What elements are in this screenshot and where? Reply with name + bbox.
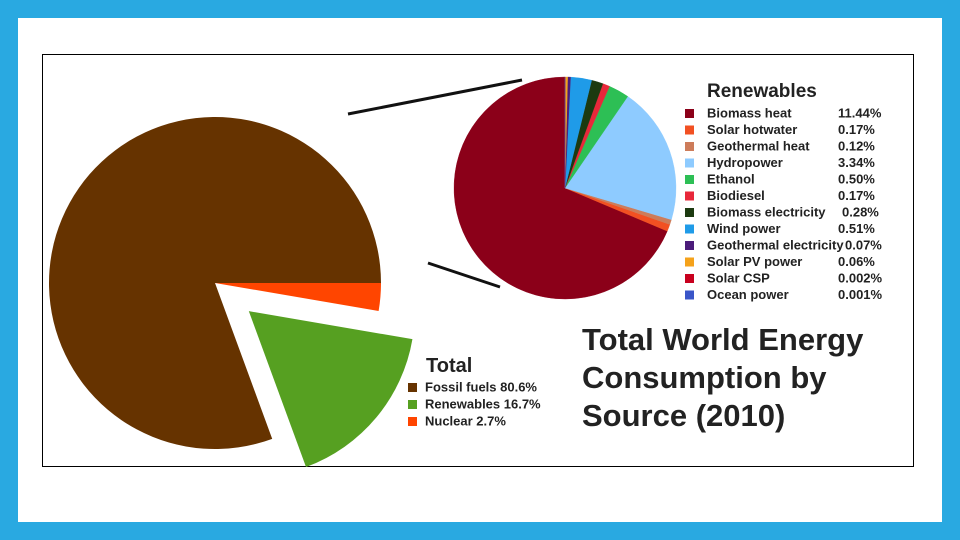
- legend-label-solar-csp: Solar CSP: [707, 271, 770, 286]
- renewables-legend: Renewables Biomass heat 11.44% Solar hotwat…: [685, 81, 883, 302]
- connector-line-top: [347, 78, 523, 116]
- legend-label-biomass-heat: Biomass heat: [707, 106, 792, 121]
- legend-label-hydropower: Hydropower: [707, 155, 783, 170]
- legend-label-wind-power: Wind power: [707, 221, 781, 236]
- legend-swatch-solar-hotwater: [685, 125, 694, 135]
- legend-value-geothermal-heat: 0.12%: [838, 139, 875, 154]
- total-pie: [48, 117, 413, 467]
- legend-label-renewables: Renewables 16.7%: [425, 397, 541, 412]
- legend-value-solar-csp: 0.002%: [838, 271, 883, 286]
- legend-swatch-solar-csp: [685, 274, 694, 283]
- legend-swatch-ocean-power: [685, 290, 694, 300]
- legend-swatch-biomass-electricity: [685, 208, 694, 217]
- legend-label-geothermal-electricity: Geothermal electricity: [707, 238, 844, 253]
- legend-swatch-nuclear: [408, 417, 417, 426]
- legend-value-hydropower: 3.34%: [838, 155, 875, 170]
- legend-swatch-fossil-fuels: [408, 383, 417, 392]
- legend-swatch-biodiesel: [685, 191, 694, 201]
- renewables-pie: [453, 76, 677, 300]
- connector-line-bottom: [427, 261, 501, 289]
- chart-title-line-3: Source (2010): [582, 398, 785, 433]
- legend-swatch-wind-power: [685, 224, 694, 234]
- legend-value-solar-pv-power: 0.06%: [838, 254, 875, 269]
- total-legend-title: Total: [426, 355, 472, 377]
- slice-hydropower: [564, 96, 677, 220]
- legend-swatch-geothermal-electricity: [685, 241, 694, 250]
- total-legend: Total Fossil fuels 80.6% Renewables 16.7% N…: [408, 355, 541, 429]
- legend-value-biomass-electricity: 0.28%: [842, 205, 879, 220]
- legend-label-geothermal-heat: Geothermal heat: [707, 139, 810, 154]
- chart-title-line-1: Total World Energy: [582, 322, 864, 357]
- legend-label-biomass-electricity: Biomass electricity: [707, 205, 826, 220]
- legend-value-ethanol: 0.50%: [838, 172, 875, 187]
- legend-label-solar-hotwater: Solar hotwater: [707, 122, 797, 137]
- slice-biomass-heat: [453, 76, 668, 300]
- legend-label-ethanol: Ethanol: [707, 172, 755, 187]
- legend-swatch-hydropower: [685, 158, 694, 168]
- legend-label-ocean-power: Ocean power: [707, 287, 789, 302]
- legend-value-geothermal-electricity: 0.07%: [845, 238, 882, 253]
- legend-swatch-ethanol: [685, 175, 694, 184]
- legend-label-nuclear: Nuclear 2.7%: [425, 414, 506, 429]
- legend-swatch-renewables: [408, 400, 417, 409]
- legend-value-biodiesel: 0.17%: [838, 188, 875, 203]
- legend-swatch-solar-pv-power: [685, 257, 694, 267]
- legend-swatch-geothermal-heat: [685, 142, 694, 151]
- slice-renewables: [248, 311, 413, 467]
- legend-value-solar-hotwater: 0.17%: [838, 122, 875, 137]
- legend-label-solar-pv-power: Solar PV power: [707, 254, 802, 269]
- connector-lines: [347, 78, 523, 289]
- legend-value-ocean-power: 0.001%: [838, 287, 883, 302]
- slice-nuclear: [215, 283, 381, 312]
- legend-value-wind-power: 0.51%: [838, 221, 875, 236]
- chart-title-line-2: Consumption by: [582, 360, 827, 395]
- legend-label-biodiesel: Biodiesel: [707, 188, 765, 203]
- legend-swatch-biomass-heat: [685, 109, 694, 118]
- legend-label-fossil-fuels: Fossil fuels 80.6%: [425, 380, 537, 395]
- renewables-legend-title: Renewables: [707, 81, 817, 102]
- legend-value-biomass-heat: 11.44%: [838, 106, 882, 121]
